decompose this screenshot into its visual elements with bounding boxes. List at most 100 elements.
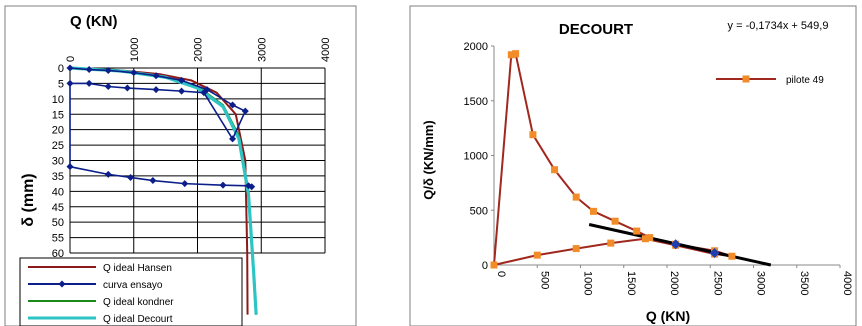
- data-point-pilote: [607, 239, 615, 247]
- legend-label-hansen: Q ideal Hansen: [103, 263, 172, 274]
- left-legend: Q ideal Hansen curva ensayo Q ideal kondne…: [19, 257, 243, 326]
- right-y-axis-title: Q/δ (KN/mm): [421, 120, 436, 199]
- right-legend: pilote 49: [716, 75, 824, 86]
- x-tick-label: 2500: [711, 271, 723, 295]
- y-tick-label: 5: [58, 78, 64, 90]
- data-point-pilote: [533, 251, 541, 259]
- left-x-axis-title: Q (KN): [70, 13, 118, 30]
- y-tick-label: 500: [470, 205, 488, 217]
- data-point-ensayo: [66, 163, 74, 171]
- left-y-tick-labels: 0 5 10 15 20 25 30 35 40 45 50 55 60: [52, 63, 64, 260]
- x-tick-label: 0: [495, 271, 507, 277]
- y-tick-label: 25: [52, 140, 64, 152]
- data-point-ensayo: [229, 101, 237, 109]
- y-tick-label: 50: [52, 217, 64, 229]
- data-point-ensayo: [178, 76, 186, 84]
- legend-marker-pilote: [742, 75, 750, 83]
- left-y-axis-title: δ (mm): [20, 173, 37, 226]
- data-point-ensayo: [241, 107, 249, 115]
- x-tick-label: 3500: [798, 271, 810, 295]
- y-tick-label: 1000: [464, 151, 488, 163]
- data-point-ensayo: [152, 72, 160, 80]
- data-point-ensayo: [85, 66, 93, 74]
- data-point-ensayo: [219, 181, 227, 189]
- x-tick-label: 2000: [668, 271, 680, 295]
- y-tick-label: 30: [52, 156, 64, 168]
- data-point-ensayo: [104, 83, 112, 90]
- data-point-ensayo: [229, 135, 237, 143]
- data-point-pilote: [633, 227, 641, 235]
- x-tick-label: 3000: [755, 271, 767, 295]
- data-point-ensayo: [149, 177, 157, 185]
- data-point-pilote: [572, 245, 580, 253]
- legend-label-kondner: Q ideal kondner: [103, 297, 174, 308]
- x-tick-label: 3000: [256, 38, 268, 62]
- left-x-tick-labels: 0 1000 2000 3000 4000: [65, 38, 332, 62]
- y-tick-label: 0: [58, 63, 64, 75]
- x-tick-label: 2000: [193, 38, 205, 62]
- x-tick-label: 1000: [129, 38, 141, 62]
- y-tick-label: 2000: [464, 41, 488, 53]
- right-panel-frame: [409, 5, 857, 326]
- data-point-pilote: [529, 131, 537, 139]
- data-point-pilote: [512, 50, 520, 58]
- right-series: [490, 50, 772, 269]
- legend-label-decourt: Q ideal Decourt: [103, 314, 173, 325]
- data-point-ensayo: [152, 86, 160, 94]
- y-tick-label: 45: [52, 202, 64, 214]
- data-point-pilote: [507, 51, 515, 59]
- data-point-pilote: [589, 207, 597, 215]
- x-tick-label: 0: [65, 56, 77, 62]
- data-point-pilote: [728, 252, 736, 260]
- data-point-ensayo: [104, 170, 112, 178]
- x-tick-label: 4000: [320, 38, 332, 62]
- x-tick-label: 500: [538, 271, 550, 289]
- data-point-ensayo: [85, 79, 93, 87]
- right-axes: [491, 45, 841, 268]
- y-tick-label: 10: [52, 94, 64, 106]
- left-series: [66, 64, 258, 315]
- y-tick-label: 15: [52, 109, 64, 121]
- data-point-pilote: [490, 261, 498, 269]
- settlement-chart: Q (KN) δ (mm) 0 1000 2000 3000 4000 0 5 10 15 20…: [19, 13, 332, 326]
- data-point-pilote: [611, 217, 619, 225]
- y-tick-label: 35: [52, 171, 64, 183]
- data-point-ensayo: [127, 173, 135, 181]
- data-point-ensayo: [200, 89, 208, 97]
- right-chart-title: DECOURT: [559, 21, 633, 38]
- data-point-pilote: [551, 166, 559, 174]
- data-point-pilote: [641, 235, 649, 243]
- right-y-tick-labels: 0 500 1000 1500 2000: [464, 41, 488, 272]
- y-tick-label: 0: [482, 260, 488, 272]
- data-point-ensayo: [123, 84, 131, 92]
- right-x-axis-title: Q (KN): [646, 308, 690, 324]
- data-point-highlight: [709, 247, 720, 258]
- y-tick-label: 20: [52, 125, 64, 137]
- data-point-ensayo: [130, 69, 138, 77]
- y-tick-label: 40: [52, 186, 64, 198]
- data-point-ensayo: [181, 180, 189, 188]
- left-grid: [69, 67, 326, 254]
- data-point-ensayo: [104, 66, 112, 74]
- x-tick-label: 4000: [841, 271, 853, 295]
- data-point-ensayo: [178, 87, 186, 95]
- data-point-pilote: [572, 193, 580, 201]
- legend-marker-ensayo: [58, 280, 66, 288]
- legend-box: [19, 257, 243, 326]
- right-x-tick-labels: 0 500 1000 1500 2000 2500 3000 3500 4000: [495, 271, 853, 295]
- legend-label-pilote: pilote 49: [786, 75, 824, 86]
- trendline-equation: y = -0,1734x + 549,9: [728, 20, 829, 32]
- y-tick-label: 60: [52, 248, 64, 260]
- data-point-pilote: [646, 234, 654, 242]
- x-tick-label: 1500: [625, 271, 637, 295]
- x-tick-label: 1000: [582, 271, 594, 295]
- data-point-highlight: [670, 239, 681, 250]
- legend-label-ensayo: curva ensayo: [103, 280, 163, 291]
- data-point-ensayo: [66, 64, 74, 72]
- y-tick-label: 1500: [464, 96, 488, 108]
- data-point-ensayo: [66, 79, 74, 87]
- data-point-ensayo: [248, 183, 256, 191]
- decourt-chart: DECOURT y = -0,1734x + 549,9 Q (KN) Q/δ …: [421, 20, 853, 324]
- y-tick-label: 55: [52, 233, 64, 245]
